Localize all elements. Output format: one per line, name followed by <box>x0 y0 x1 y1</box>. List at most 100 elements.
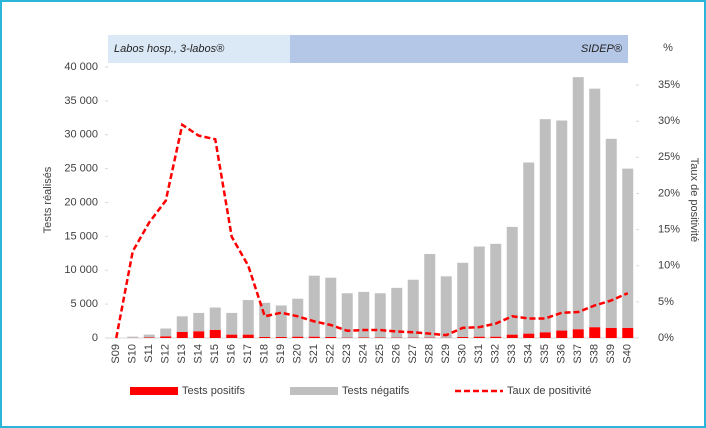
bar <box>226 312 238 335</box>
bar <box>539 119 551 333</box>
bar <box>176 316 188 332</box>
x-tick-label: S19 <box>275 344 287 364</box>
bar <box>308 275 320 337</box>
x-tick-label: S15 <box>209 344 221 364</box>
bar <box>605 138 617 328</box>
legend-label: Taux de positivité <box>507 385 591 397</box>
y2-tick-label: 35% <box>658 79 680 91</box>
x-tick-label: S29 <box>440 344 452 364</box>
x-tick-label: S30 <box>457 344 469 364</box>
bar <box>358 337 370 338</box>
bar <box>160 336 172 338</box>
x-tick-label: S38 <box>589 344 601 364</box>
bar <box>589 327 601 338</box>
y-axis-title: Tests réalisés <box>42 166 54 233</box>
bar <box>358 291 370 338</box>
bar <box>556 330 568 338</box>
bar <box>473 336 485 338</box>
legend-label: Tests positifs <box>182 385 245 397</box>
x-tick-label: S10 <box>127 344 139 364</box>
x-tick-label: S31 <box>473 344 485 364</box>
bar <box>407 279 419 338</box>
bar <box>523 333 535 338</box>
bar <box>275 336 287 338</box>
bar <box>292 336 304 338</box>
bar <box>127 336 139 338</box>
bar <box>226 334 238 338</box>
bar <box>308 336 320 338</box>
bar <box>193 331 205 338</box>
y2-tick-label: 5% <box>658 296 674 308</box>
x-tick-label: S27 <box>407 344 419 364</box>
bar <box>440 276 452 338</box>
bar <box>523 162 535 334</box>
x-tick-label: S18 <box>259 344 271 364</box>
x-tick-label: S40 <box>622 344 634 364</box>
x-tick-label: S09 <box>110 344 122 364</box>
bar <box>605 327 617 338</box>
bar <box>556 120 568 331</box>
x-tick-label: S28 <box>424 344 436 364</box>
x-tick-label: S35 <box>539 344 551 364</box>
banner <box>108 35 290 63</box>
banner <box>290 35 628 63</box>
bar <box>622 327 634 338</box>
x-tick-label: S36 <box>556 344 568 364</box>
bar <box>242 334 254 338</box>
x-tick-label: S34 <box>523 344 535 364</box>
x-tick-label: S12 <box>160 344 172 364</box>
legend-label: Tests négatifs <box>342 385 410 397</box>
bar <box>209 329 221 338</box>
bar <box>457 336 469 338</box>
bar <box>539 332 551 338</box>
bar <box>160 328 172 337</box>
x-tick-label: S25 <box>374 344 386 364</box>
legend-swatch <box>290 387 338 395</box>
bar <box>176 331 188 338</box>
y-tick-label: 15 000 <box>64 230 98 242</box>
x-tick-label: S17 <box>242 344 254 364</box>
bar <box>259 336 271 338</box>
y2-unit: % <box>663 42 673 54</box>
x-tick-label: S20 <box>292 344 304 364</box>
bar <box>341 293 353 338</box>
y-tick-label: 40 000 <box>64 61 98 73</box>
bar <box>424 253 436 338</box>
bar <box>391 287 403 338</box>
x-tick-label: S23 <box>341 344 353 364</box>
y2-axis-title: Taux de positivité <box>688 158 700 242</box>
y-tick-label: 0 <box>92 332 98 344</box>
y2-tick-label: 20% <box>658 187 680 199</box>
bar <box>143 337 155 338</box>
y-tick-label: 25 000 <box>64 163 98 175</box>
x-tick-label: S39 <box>605 344 617 364</box>
y2-tick-label: 25% <box>658 151 680 163</box>
line <box>115 122 629 339</box>
bar <box>275 305 287 337</box>
x-tick-label: S16 <box>226 344 238 364</box>
bar <box>259 302 271 337</box>
bar <box>572 77 584 330</box>
x-tick-label: S33 <box>506 344 518 364</box>
bar <box>292 298 304 337</box>
bar <box>374 293 386 338</box>
y-tick-label: 30 000 <box>64 129 98 141</box>
y2-tick-label: 0% <box>658 332 674 344</box>
bar <box>490 336 502 338</box>
bar <box>209 307 221 330</box>
bar <box>325 336 337 338</box>
x-tick-label: S26 <box>391 344 403 364</box>
x-tick-label: S37 <box>572 344 584 364</box>
x-tick-label: S21 <box>308 344 320 364</box>
y-tick-label: 35 000 <box>64 95 98 107</box>
bar <box>193 312 205 332</box>
y-tick-label: 10 000 <box>64 264 98 276</box>
bar <box>143 334 155 338</box>
y-tick-label: 5 000 <box>70 298 98 310</box>
bar <box>506 334 518 338</box>
bar <box>572 329 584 338</box>
bar <box>457 262 469 337</box>
